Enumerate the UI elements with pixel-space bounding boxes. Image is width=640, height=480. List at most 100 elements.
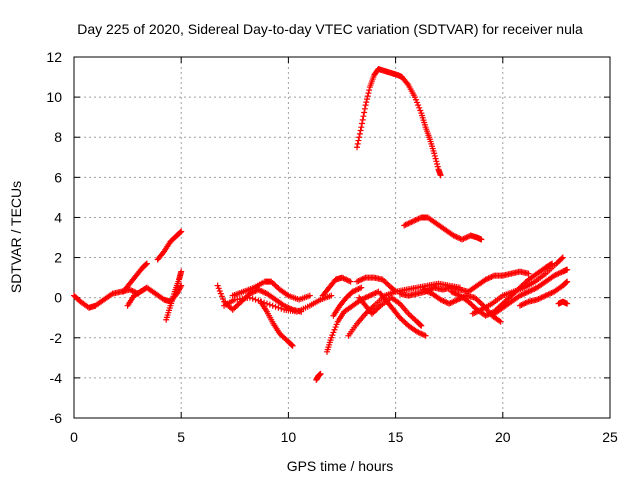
x-tick-label: 20 [495, 429, 511, 445]
data-point [431, 150, 438, 157]
data-point [358, 124, 365, 131]
data-point [364, 93, 371, 100]
data-point [564, 266, 571, 273]
plot-frame [73, 56, 611, 419]
data-point [359, 116, 366, 123]
data-point [361, 109, 368, 116]
y-tick-label: 12 [46, 49, 62, 65]
data-point [356, 134, 363, 141]
data-point [255, 297, 262, 304]
data-point [354, 144, 361, 151]
x-tick-labels: 0 5 10 15 20 25 [70, 429, 618, 445]
series-arc-13 [319, 274, 354, 299]
x-tick-label: 0 [70, 429, 78, 445]
data-point [220, 296, 227, 303]
data-points [71, 66, 571, 383]
series-arc-4 [154, 228, 185, 263]
series-arc-20 [396, 268, 532, 299]
data-point [252, 296, 259, 303]
data-point [497, 318, 504, 325]
data-point [330, 329, 337, 336]
data-point [422, 332, 429, 339]
data-point [159, 249, 166, 256]
data-point [214, 282, 221, 289]
data-point [356, 130, 363, 137]
data-point [359, 120, 366, 127]
y-tick-label: -2 [50, 330, 63, 346]
data-point [434, 160, 441, 167]
y-tick-label: 0 [54, 290, 62, 306]
data-point [418, 322, 425, 329]
data-point [364, 96, 371, 103]
data-point [478, 236, 485, 243]
data-point [272, 303, 279, 310]
data-point [261, 299, 268, 306]
data-point [178, 268, 185, 275]
data-point [143, 261, 150, 268]
y-tick-label: -4 [50, 370, 63, 386]
axis-ticks [73, 56, 611, 419]
data-point [317, 370, 324, 377]
x-tick-label: 5 [177, 429, 185, 445]
data-point [289, 342, 296, 349]
series-arc-12 [330, 284, 365, 319]
series-arc-26 [555, 298, 571, 307]
data-point [412, 96, 419, 103]
series-arc-2 [120, 260, 150, 295]
data-point [411, 94, 418, 101]
x-tick-label: 15 [388, 429, 404, 445]
data-point [331, 326, 338, 333]
data-point [329, 332, 336, 339]
data-point [177, 229, 184, 236]
data-point [558, 255, 565, 262]
series-arc-5 [163, 268, 185, 323]
data-point [358, 284, 365, 291]
data-point [414, 99, 421, 106]
data-point [416, 104, 423, 111]
data-point [143, 260, 150, 267]
data-point [360, 113, 367, 120]
y-tick-labels: -6 -4 -2 0 2 4 6 8 10 12 [46, 49, 62, 426]
data-point [218, 293, 225, 300]
data-point [564, 300, 571, 307]
data-point [217, 290, 224, 297]
data-point [333, 321, 340, 328]
y-tick-label: 8 [54, 129, 62, 145]
data-point [306, 292, 313, 299]
data-point [404, 80, 411, 87]
data-point [434, 163, 441, 170]
data-point [357, 127, 364, 134]
data-point [246, 294, 253, 301]
data-point [266, 301, 273, 308]
series-arc-6 [214, 282, 305, 315]
data-point [258, 298, 265, 305]
data-point [417, 322, 424, 329]
y-tick-label: 4 [54, 209, 62, 225]
series-arc-23 [469, 254, 566, 317]
data-point [178, 228, 185, 235]
data-point [525, 270, 532, 277]
data-point [559, 254, 566, 261]
data-point [249, 295, 256, 302]
data-point [362, 102, 369, 109]
data-point [278, 305, 285, 312]
data-point [215, 285, 222, 292]
data-point [361, 105, 368, 112]
y-tick-label: 10 [46, 89, 62, 105]
y-axis-label: SDTVAR / TECUs [8, 181, 24, 293]
data-point [366, 87, 373, 94]
series-arc-17 [377, 290, 429, 339]
data-point [288, 342, 295, 349]
data-point [415, 102, 422, 109]
data-point [354, 140, 361, 147]
data-point [269, 302, 276, 309]
data-point [432, 155, 439, 162]
data-point [177, 283, 184, 290]
series-arc-18 [354, 66, 444, 179]
series-arc-10 [313, 370, 324, 383]
series-arc-19 [401, 214, 485, 243]
series-arc-9 [221, 292, 335, 315]
data-point [363, 99, 370, 106]
series-arc-16 [356, 294, 425, 329]
data-point [328, 292, 335, 299]
